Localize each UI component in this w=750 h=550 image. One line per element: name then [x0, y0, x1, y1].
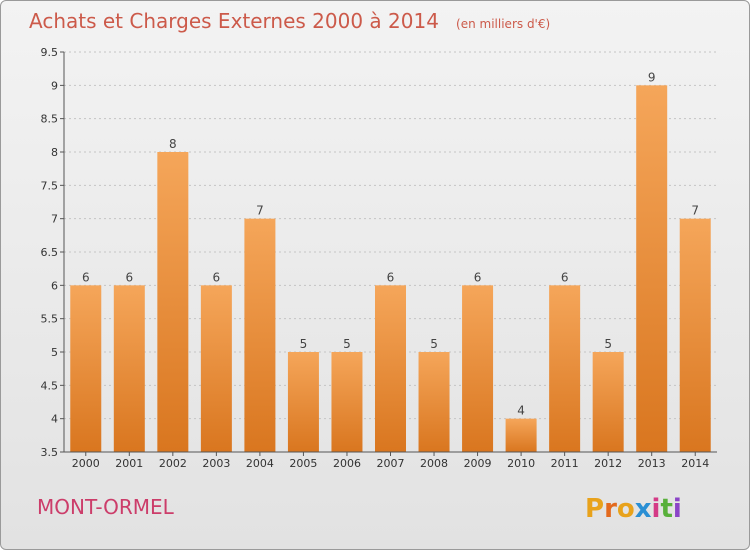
bar-2009 — [462, 285, 494, 452]
y-axis: 3.5 4 4.5 5 5.5 6 6.5 7 7.5 8 8.5 9 9.5 — [41, 46, 65, 459]
y-tick-label: 5.5 — [41, 313, 59, 326]
data-label: 9 — [648, 70, 656, 84]
data-label: 6 — [125, 270, 133, 284]
x-tick-label: 2005 — [289, 457, 317, 470]
y-tick-label: 6.5 — [41, 246, 59, 259]
bar-2010 — [505, 418, 537, 452]
x-tick-label: 2006 — [333, 457, 361, 470]
data-label: 6 — [82, 270, 90, 284]
y-tick-label: 9 — [51, 79, 58, 92]
y-tick-label: 7.5 — [41, 179, 59, 192]
chart-title-group: Achats et Charges Externes 2000 à 2014 (… — [29, 9, 550, 33]
x-tick-label: 2010 — [507, 457, 535, 470]
bar-2007 — [375, 285, 406, 452]
x-axis: 2000 2001 2002 2003 2004 2005 2006 2007 2008 2009… — [64, 451, 717, 470]
bar-2004 — [244, 218, 276, 452]
y-tick-label: 6 — [51, 279, 58, 292]
data-label: 7 — [691, 204, 699, 218]
y-tick-label: 4 — [51, 413, 58, 426]
x-tick-label: 2007 — [377, 457, 405, 470]
bar-2008 — [418, 352, 450, 452]
logo-letter: o — [617, 494, 635, 524]
x-tick-label: 2000 — [72, 457, 100, 470]
y-tick-label: 3.5 — [41, 446, 59, 459]
bar-2005 — [287, 352, 319, 452]
x-tick-label: 2001 — [115, 457, 143, 470]
data-label: 6 — [387, 270, 395, 284]
bar-2000 — [70, 285, 102, 452]
data-label: 5 — [300, 337, 308, 351]
bar-2001 — [113, 285, 145, 452]
x-tick-label: 2012 — [594, 457, 622, 470]
data-label: 5 — [430, 337, 438, 351]
x-tick-label: 2011 — [551, 457, 579, 470]
y-tick-label: 9.5 — [41, 46, 59, 59]
logo-letter: i — [673, 494, 682, 524]
data-label: 6 — [474, 270, 482, 284]
logo-letter: r — [604, 494, 617, 524]
logo-letter: x — [635, 494, 652, 524]
proxiti-logo: Proxiti — [585, 494, 682, 524]
x-tick-label: 2002 — [159, 457, 187, 470]
data-label: 7 — [256, 204, 264, 218]
chart-title: Achats et Charges Externes 2000 à 2014 — [29, 9, 439, 33]
bar-2011 — [549, 285, 581, 452]
y-tick-label: 8.5 — [41, 113, 59, 126]
bar-2012 — [592, 352, 624, 452]
x-tick-label: 2014 — [681, 457, 709, 470]
x-tick-label: 2003 — [202, 457, 230, 470]
logo-letter: P — [585, 494, 604, 524]
data-label: 4 — [517, 404, 525, 418]
bar-2006 — [331, 352, 363, 452]
data-label: 5 — [343, 337, 351, 351]
data-label: 8 — [169, 137, 177, 151]
bar-2002 — [157, 152, 189, 452]
logo-letter: i — [652, 494, 661, 524]
y-tick-label: 5 — [51, 346, 58, 359]
x-tick-label: 2013 — [638, 457, 666, 470]
chart-unit-note: (en milliers d'€) — [456, 17, 550, 31]
data-label: 6 — [213, 270, 221, 284]
y-tick-label: 7 — [51, 213, 58, 226]
x-tick-label: 2009 — [464, 457, 492, 470]
x-tick-label: 2008 — [420, 457, 448, 470]
data-label: 5 — [604, 337, 612, 351]
bars: 6 6 8 6 7 5 5 6 5 6 4 6 5 9 7 — [70, 70, 711, 452]
bar-2003 — [200, 285, 232, 452]
logo-letter: t — [660, 494, 672, 524]
bar-2013 — [636, 85, 668, 452]
y-tick-label: 8 — [51, 146, 58, 159]
bar-2014 — [679, 218, 711, 452]
x-tick-label: 2004 — [246, 457, 274, 470]
city-name: MONT-ORMEL — [37, 495, 175, 519]
data-label: 6 — [561, 270, 569, 284]
y-tick-label: 4.5 — [41, 379, 59, 392]
